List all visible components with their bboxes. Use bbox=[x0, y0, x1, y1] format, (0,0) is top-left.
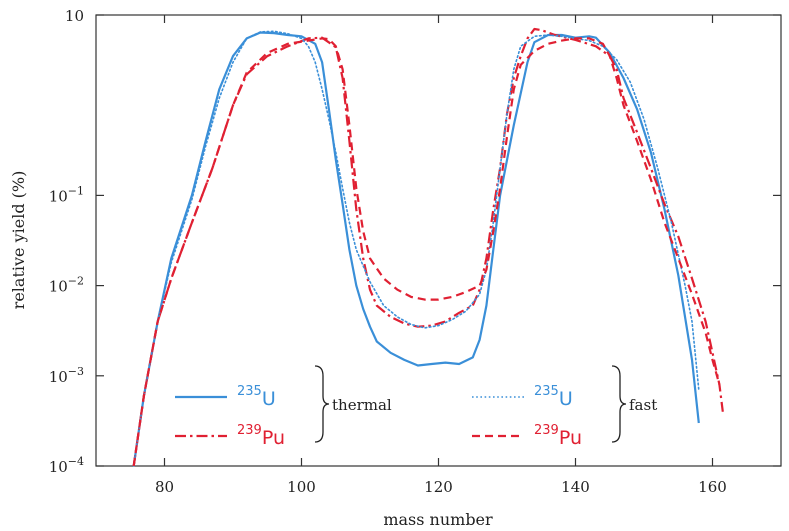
legend-group-label: thermal bbox=[332, 396, 392, 414]
y-axis-title: relative yield (%) bbox=[9, 171, 28, 310]
x-tick-label: 120 bbox=[424, 478, 453, 496]
legend: 235U 239Pu thermal 235U 239Pu fast bbox=[175, 365, 657, 449]
legend-brace bbox=[314, 365, 330, 443]
legend-group-label: fast bbox=[629, 396, 657, 414]
x-axis-title: mass number bbox=[383, 510, 493, 529]
series-239pu-fast bbox=[132, 37, 721, 467]
x-tick-label: 140 bbox=[561, 478, 590, 496]
legend-isotope-label: 235U bbox=[534, 384, 573, 410]
x-tick-label: 160 bbox=[698, 478, 727, 496]
series-235u-thermal bbox=[132, 31, 700, 467]
series-239pu-thermal bbox=[132, 27, 724, 467]
series-layer bbox=[132, 27, 724, 467]
x-axis-ticks: 80 100 120 140 160 bbox=[155, 15, 727, 496]
y-tick-label: 10−1 bbox=[49, 184, 84, 205]
series-235u-fast bbox=[132, 30, 700, 467]
legend-isotope-label: 239Pu bbox=[237, 423, 285, 449]
y-tick-label: 10−4 bbox=[49, 455, 84, 476]
x-tick-label: 100 bbox=[287, 478, 316, 496]
plot-area: 80 100 120 140 160 10−4 10−3 10−2 10−1 10 bbox=[49, 7, 782, 496]
y-tick-label: 10 bbox=[65, 7, 84, 25]
legend-brace bbox=[611, 365, 627, 443]
y-axis-ticks: 10−4 10−3 10−2 10−1 10 bbox=[49, 7, 781, 476]
y-tick-label: 10−2 bbox=[49, 275, 84, 296]
legend-isotope-label: 235U bbox=[237, 384, 276, 410]
plot-frame bbox=[95, 14, 782, 467]
legend-isotope-label: 239Pu bbox=[534, 423, 582, 449]
y-tick-label: 10−3 bbox=[49, 365, 84, 386]
x-tick-label: 80 bbox=[155, 478, 174, 496]
